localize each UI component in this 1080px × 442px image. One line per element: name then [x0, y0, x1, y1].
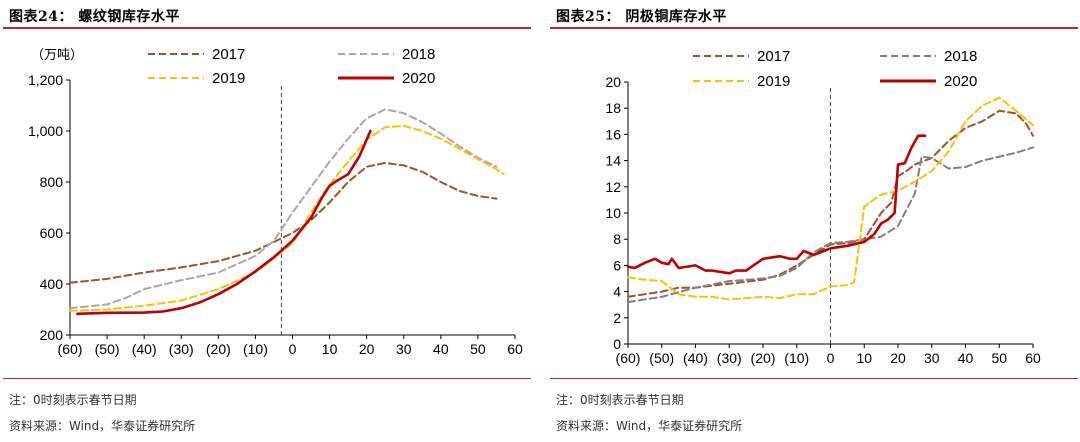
chart-source: 资料来源：Wind，华泰证券研究所 — [9, 419, 196, 433]
x-tick-label: (10) — [784, 350, 809, 366]
x-tick-label: (60) — [616, 350, 641, 366]
x-tick-label: (20) — [206, 341, 231, 357]
y-tick-label: 1,000 — [28, 123, 63, 139]
chart-title: 图表24： 螺纹钢库存水平 — [9, 9, 180, 25]
legend-label: 2018 — [402, 46, 435, 63]
legend-label: 2020 — [402, 70, 435, 87]
x-tick-label: (30) — [717, 350, 742, 366]
y-tick-label: 600 — [40, 225, 64, 241]
y-tick-label: 6 — [613, 257, 621, 273]
x-tick-label: 30 — [396, 341, 412, 357]
chart-note: 注：0时刻表示春节日期 — [9, 393, 137, 407]
x-tick-label: 20 — [890, 350, 906, 366]
y-tick-label: 400 — [40, 276, 64, 292]
x-tick-label: 0 — [827, 350, 835, 366]
series-line-2020 — [76, 129, 372, 316]
y-tick-label: 12 — [605, 179, 621, 195]
legend-label: 2019 — [757, 73, 790, 90]
chart-title: 图表25： 阴极铜库存水平 — [556, 9, 727, 25]
x-tick-label: 10 — [322, 341, 338, 357]
legend-label: 2019 — [212, 70, 245, 87]
y-tick-label: 8 — [613, 231, 621, 247]
series-line-2018 — [69, 108, 498, 310]
series-line-2017 — [69, 161, 498, 284]
y-tick-label: 14 — [605, 153, 621, 169]
footer-divider — [3, 378, 531, 379]
x-tick-label: 50 — [470, 341, 486, 357]
x-tick-label: 40 — [958, 350, 974, 366]
y-tick-label: 4 — [613, 284, 621, 300]
y-tick-label: 800 — [40, 174, 64, 190]
x-tick-label: (50) — [649, 350, 674, 366]
legend-label: 2018 — [944, 48, 977, 65]
legend-label: 2020 — [944, 73, 977, 90]
y-tick-label: 10 — [605, 205, 621, 221]
y-tick-label: 18 — [605, 100, 621, 116]
series-line-2018 — [627, 146, 1034, 304]
x-tick-label: (40) — [683, 350, 708, 366]
chart-note: 注：0时刻表示春节日期 — [556, 393, 684, 407]
y-tick-label: 1,200 — [28, 72, 63, 88]
x-tick-label: 40 — [433, 341, 449, 357]
y-axis-unit-label: （万吨） — [31, 47, 83, 62]
x-tick-label: (40) — [132, 341, 157, 357]
legend-label: 2017 — [757, 48, 790, 65]
chart-source: 资料来源：Wind，华泰证券研究所 — [556, 419, 743, 433]
x-tick-label: 10 — [856, 350, 872, 366]
x-tick-label: 30 — [924, 350, 940, 366]
y-tick-label: 20 — [605, 74, 621, 90]
x-tick-label: 0 — [289, 341, 297, 357]
chart-panel-right: 图表25： 阴极铜库存水平 0 2 4 6 8 10 12 14 16 18 20 (60) (50) (… — [550, 0, 1078, 442]
series-line-2019 — [69, 124, 505, 312]
x-tick-label: (20) — [751, 350, 776, 366]
x-tick-label: 20 — [359, 341, 375, 357]
title-divider — [3, 27, 531, 29]
x-tick-label: 50 — [991, 350, 1007, 366]
title-divider — [550, 27, 1078, 29]
y-tick-label: 0 — [613, 336, 621, 352]
legend-label: 2017 — [212, 46, 245, 63]
series-line-2017 — [627, 109, 1034, 298]
y-tick-label: 200 — [40, 327, 64, 343]
y-tick-label: 2 — [613, 310, 621, 326]
copper-inventory-chart: 0 2 4 6 8 10 12 14 16 18 20 (60) (50) (40) (30) (20) (10… — [605, 48, 1041, 366]
x-tick-label: 60 — [507, 341, 523, 357]
x-tick-label: (30) — [169, 341, 194, 357]
chart-panel-left: 图表24： 螺纹钢库存水平 （万吨） 200 400 600 800 1,000 1,200… — [3, 0, 531, 442]
x-tick-label: (60) — [58, 341, 83, 357]
footer-divider — [550, 378, 1078, 379]
series-line-2020 — [626, 134, 927, 275]
x-tick-label: (10) — [243, 341, 268, 357]
x-tick-label: (50) — [95, 341, 120, 357]
series-line-2019 — [627, 96, 1034, 301]
x-tick-label: 60 — [1025, 350, 1041, 366]
y-tick-label: 16 — [605, 126, 621, 142]
